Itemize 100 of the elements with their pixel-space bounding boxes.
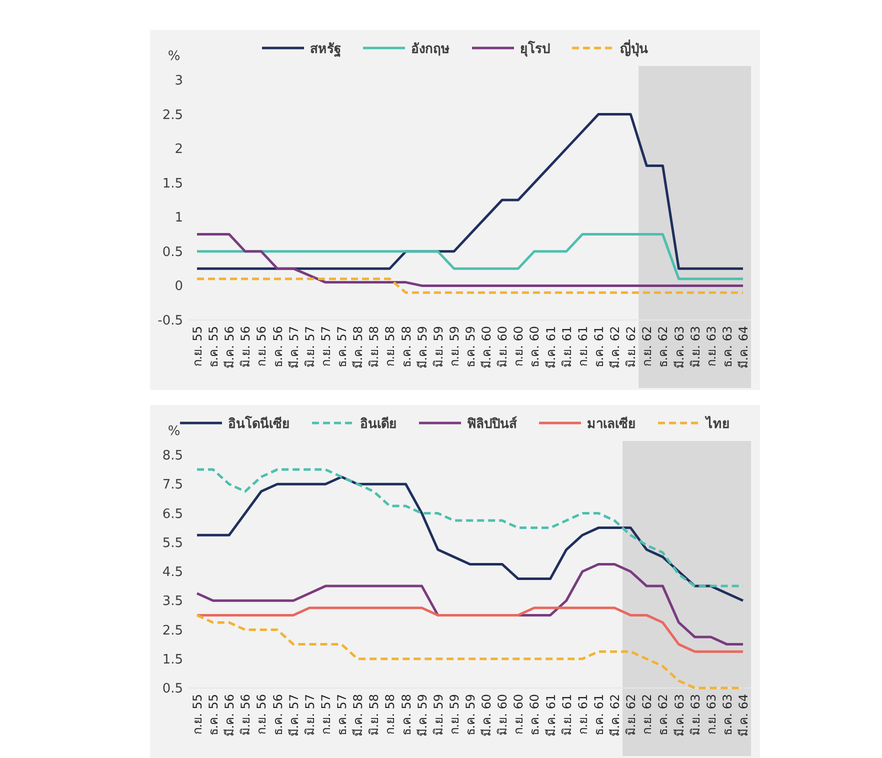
x-tick-label: ธ.ค. 63 [720, 326, 734, 368]
legend-label: ญี่ปุ่น [620, 39, 648, 57]
x-tick-label: ธ.ค. 55 [206, 694, 221, 736]
x-tick-label: มี.ค. 57 [286, 694, 301, 737]
x-tick-label: มิ.ย. 61 [560, 326, 574, 368]
x-tick-label: ธ.ค. 61 [592, 326, 606, 368]
x-tick-label: ธ.ค. 59 [464, 694, 478, 736]
x-tick-label: มี.ค. 63 [672, 326, 686, 369]
y-tick-label: -0.5 [158, 314, 183, 328]
y-tick-label: 5.5 [162, 536, 183, 551]
x-tick-label: ธ.ค. 58 [399, 326, 414, 368]
x-tick-label: มิ.ย. 59 [431, 326, 446, 368]
x-tick-label: มิ.ย. 61 [560, 694, 574, 736]
y-tick-label: 1 [174, 210, 183, 226]
x-tick-label: มี.ค. 59 [415, 694, 430, 737]
x-tick-label: มี.ค. 61 [544, 326, 558, 369]
line-series [196, 113, 744, 270]
x-tick-label: มี.ค. 59 [415, 326, 430, 369]
x-tick-label: ธ.ค. 62 [656, 326, 670, 368]
x-tick-label: มี.ค. 57 [286, 326, 301, 369]
legend-label: อินเดีย [360, 416, 397, 432]
x-tick-label: มิ.ย. 58 [367, 326, 382, 368]
y-axis-title: % [168, 49, 180, 64]
line-series [196, 606, 744, 653]
x-tick-label: มิ.ย. 59 [431, 694, 446, 736]
legend-label: ฟิลิปปินส์ [467, 416, 517, 432]
x-tick-label: ธ.ค. 56 [270, 694, 285, 736]
y-tick-label: 0.5 [162, 244, 183, 260]
y-tick-label: 7.5 [162, 478, 183, 493]
x-tick-label: ก.ย. 60 [512, 326, 526, 367]
x-tick-label: ก.ย. 57 [318, 694, 333, 735]
x-tick-label: มี.ค. 64 [736, 694, 750, 737]
x-tick-label: ก.ย. 55 [190, 694, 204, 735]
x-tick-label: มี.ค. 64 [736, 326, 750, 369]
x-tick-label: ธ.ค. 63 [720, 694, 734, 736]
y-tick-label: 1.5 [162, 652, 183, 668]
x-tick-label: ธ.ค. 55 [206, 326, 221, 368]
x-tick-label: ธ.ค. 58 [399, 694, 414, 736]
x-tick-label: มิ.ย. 57 [302, 694, 317, 736]
x-tick-label: ก.ย. 61 [576, 694, 590, 735]
x-tick-label: มี.ค. 60 [480, 326, 494, 369]
x-tick-label: ธ.ค. 60 [528, 326, 542, 368]
legend-label: ยุโรป [520, 40, 550, 57]
x-tick-label: ธ.ค. 57 [335, 326, 350, 368]
x-tick-label: มิ.ย. 62 [624, 694, 638, 736]
y-tick-label: 3 [174, 74, 183, 88]
y-tick-label: 4.5 [162, 565, 183, 580]
y-axis-title: % [168, 424, 180, 439]
x-tick-label: มิ.ย. 58 [367, 694, 382, 736]
x-tick-label: มี.ค. 56 [222, 694, 237, 737]
x-tick-label: มิ.ย. 63 [688, 694, 702, 736]
y-tick-label: 0 [174, 279, 183, 294]
x-tick-label: มี.ค. 63 [672, 694, 686, 737]
x-tick-label: ธ.ค. 61 [592, 694, 606, 736]
x-tick-label: ก.ย. 61 [576, 326, 590, 367]
legend-label: สหรัฐ [310, 42, 341, 58]
x-tick-label: ก.ย. 58 [383, 694, 398, 735]
x-tick-label: ก.ย. 56 [254, 694, 269, 735]
x-tick-label: ก.ย. 58 [383, 326, 398, 367]
x-tick-label: มี.ค. 56 [222, 326, 237, 369]
legend-label: อินโดนีเซีย [228, 415, 290, 432]
line-series [196, 614, 744, 690]
x-tick-label: ก.ย. 55 [190, 326, 204, 367]
x-tick-label: มี.ค. 58 [351, 326, 366, 369]
x-tick-label: ธ.ค. 57 [335, 694, 350, 736]
x-tick-label: มี.ค. 62 [608, 694, 622, 737]
y-tick-label: 3.5 [162, 594, 183, 610]
line-series [196, 476, 744, 602]
x-tick-label: ก.ย. 57 [318, 326, 333, 367]
y-tick-label: 6.5 [162, 506, 183, 522]
y-tick-label: 2.5 [162, 623, 183, 638]
legend-label: ไทย [704, 415, 730, 432]
y-tick-label: 1.5 [162, 176, 183, 192]
x-tick-label: มิ.ย. 60 [496, 694, 510, 736]
x-tick-label: มิ.ย. 62 [624, 326, 638, 368]
x-tick-label: ธ.ค. 62 [656, 694, 670, 736]
x-tick-label: ก.ย. 63 [704, 694, 718, 735]
x-tick-label: ก.ย. 62 [640, 326, 654, 367]
y-tick-label: 0.5 [162, 682, 183, 696]
x-tick-label: มิ.ย. 63 [688, 326, 702, 368]
x-tick-label: มิ.ย. 56 [238, 694, 253, 736]
x-tick-label: ก.ย. 59 [447, 326, 462, 367]
x-tick-label: มี.ค. 58 [351, 694, 366, 737]
x-tick-label: ธ.ค. 59 [464, 326, 478, 368]
x-tick-label: ก.ย. 63 [704, 326, 718, 367]
legend-label: อังกฤษ [411, 42, 450, 57]
x-tick-label: มี.ค. 61 [544, 694, 558, 737]
x-tick-label: มิ.ย. 60 [496, 326, 510, 368]
x-tick-label: มี.ค. 60 [480, 694, 494, 737]
x-tick-label: ก.ย. 62 [640, 694, 654, 735]
x-tick-label: ก.ย. 60 [512, 694, 526, 735]
x-tick-label: ธ.ค. 56 [270, 326, 285, 368]
x-tick-label: มี.ค. 62 [608, 326, 622, 369]
y-tick-label: 2 [174, 142, 183, 158]
y-tick-label: 2.5 [162, 108, 183, 123]
x-tick-label: มิ.ย. 57 [302, 326, 317, 368]
x-tick-label: ก.ย. 59 [447, 694, 462, 735]
y-tick-label: 8.5 [162, 448, 183, 464]
x-tick-label: ก.ย. 56 [254, 326, 269, 367]
x-tick-label: มิ.ย. 56 [238, 326, 253, 368]
